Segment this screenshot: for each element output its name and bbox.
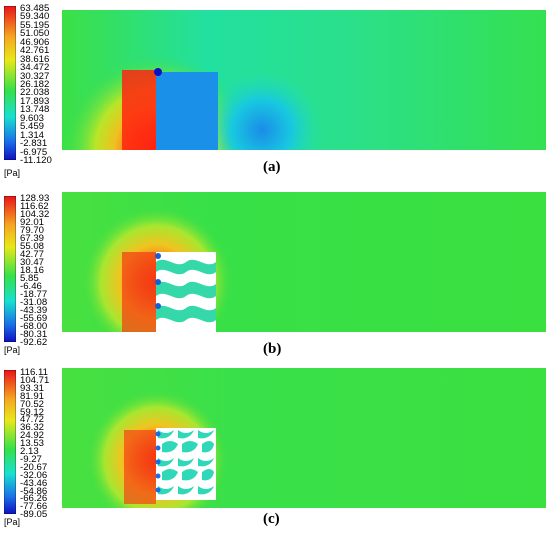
pressure-field-b bbox=[62, 192, 546, 332]
tick-label: 92.01 bbox=[20, 217, 45, 228]
tick-label: -43.46 bbox=[20, 477, 48, 489]
tick-label: 5.85 bbox=[20, 273, 39, 284]
color-bar-c bbox=[4, 370, 16, 514]
tick-label: 63.485 bbox=[20, 3, 50, 14]
tick-label: 104.32 bbox=[20, 209, 50, 220]
pressure-field-a bbox=[62, 10, 546, 150]
tick-label: 47.72 bbox=[20, 414, 45, 426]
obstacle-block bbox=[156, 72, 218, 150]
tick-label: 59.340 bbox=[20, 11, 50, 23]
tick-label: 9.603 bbox=[20, 112, 45, 124]
pressure-field-c bbox=[62, 368, 546, 508]
unit-label-b: [Pa] bbox=[4, 345, 21, 355]
tick-label: 18.16 bbox=[20, 265, 45, 276]
tick-label: -31.08 bbox=[20, 297, 48, 308]
tick-label: 30.47 bbox=[20, 257, 45, 268]
tick-label: 51.050 bbox=[20, 28, 50, 40]
tick-label: -80.31 bbox=[20, 329, 48, 340]
tick-label: 128.93 bbox=[20, 193, 50, 204]
panel-a: 63.485 59.340 55.195 51.050 46.906 42.76… bbox=[0, 0, 550, 180]
porous-obstacle bbox=[155, 428, 216, 500]
tick-label: 42.761 bbox=[20, 45, 50, 57]
tick-label: 13.748 bbox=[20, 104, 50, 116]
tick-label: 5.459 bbox=[20, 121, 45, 133]
tick-label: -54.86 bbox=[20, 485, 48, 497]
caption-c: (c) bbox=[263, 511, 280, 527]
color-bar-a bbox=[4, 6, 16, 160]
tick-label: 46.906 bbox=[20, 36, 50, 48]
panel-c: 116.11 104.71 93.31 81.91 70.52 59.12 47… bbox=[0, 364, 550, 538]
tick-label: -43.39 bbox=[20, 305, 48, 316]
tick-label: -6.975 bbox=[20, 146, 48, 158]
tick-label: 70.52 bbox=[20, 398, 45, 410]
tick-label: 24.92 bbox=[20, 430, 45, 442]
unit-label-c: [Pa] bbox=[4, 517, 21, 527]
tick-label: 81.91 bbox=[20, 390, 45, 402]
tick-label: -92.62 bbox=[20, 337, 48, 348]
tick-label: -11.120 bbox=[20, 155, 52, 166]
tick-label: -9.27 bbox=[20, 453, 42, 465]
panel-b: 128.93 116.62 104.32 92.01 79.70 67.39 5… bbox=[0, 190, 550, 362]
tick-label: 36.32 bbox=[20, 422, 45, 434]
tick-label: 116.11 bbox=[20, 367, 48, 378]
tick-label: 55.08 bbox=[20, 241, 45, 252]
caption-b: (b) bbox=[263, 341, 282, 357]
color-legend-b: 128.93 116.62 104.32 92.01 79.70 67.39 5… bbox=[2, 193, 62, 348]
tick-label: 30.327 bbox=[20, 70, 50, 82]
tick-label: 42.77 bbox=[20, 249, 45, 260]
tick-label: 1.314 bbox=[20, 129, 45, 141]
wavy-obstacle bbox=[155, 252, 216, 332]
tick-label: -77.66 bbox=[20, 501, 48, 513]
tick-label: 26.182 bbox=[20, 79, 50, 90]
tick-label: -89.05 bbox=[20, 509, 48, 521]
tick-label: 34.472 bbox=[20, 62, 50, 74]
color-legend-a: 63.485 59.340 55.195 51.050 46.906 42.76… bbox=[2, 3, 62, 166]
tick-label: 116.62 bbox=[20, 201, 49, 212]
caption-a: (a) bbox=[263, 159, 281, 175]
unit-label-a: [Pa] bbox=[4, 168, 21, 178]
tick-label: 13.53 bbox=[20, 438, 45, 450]
tick-label: -2.831 bbox=[20, 138, 48, 150]
tick-label: -55.69 bbox=[20, 313, 48, 324]
tick-label: 67.39 bbox=[20, 233, 45, 244]
tick-label: 22.038 bbox=[20, 87, 50, 99]
tick-label: -68.00 bbox=[20, 321, 48, 332]
tick-label: 104.71 bbox=[20, 374, 50, 386]
tick-label: -6.46 bbox=[20, 281, 42, 292]
tick-label: -18.77 bbox=[20, 289, 48, 300]
tick-label: -20.67 bbox=[20, 461, 48, 473]
tick-label: -32.06 bbox=[20, 469, 48, 481]
tick-label: 38.616 bbox=[20, 53, 50, 65]
tick-label: 2.13 bbox=[20, 446, 39, 457]
tick-label: 59.12 bbox=[20, 406, 45, 418]
tick-label: 93.31 bbox=[20, 382, 45, 394]
tick-label: 17.893 bbox=[20, 95, 50, 107]
color-legend-c: 116.11 104.71 93.31 81.91 70.52 59.12 47… bbox=[2, 367, 62, 520]
tick-label: 79.70 bbox=[20, 225, 45, 236]
color-bar-b bbox=[4, 196, 16, 342]
tick-label: 55.195 bbox=[20, 19, 50, 31]
tick-label: -66.26 bbox=[20, 493, 48, 505]
